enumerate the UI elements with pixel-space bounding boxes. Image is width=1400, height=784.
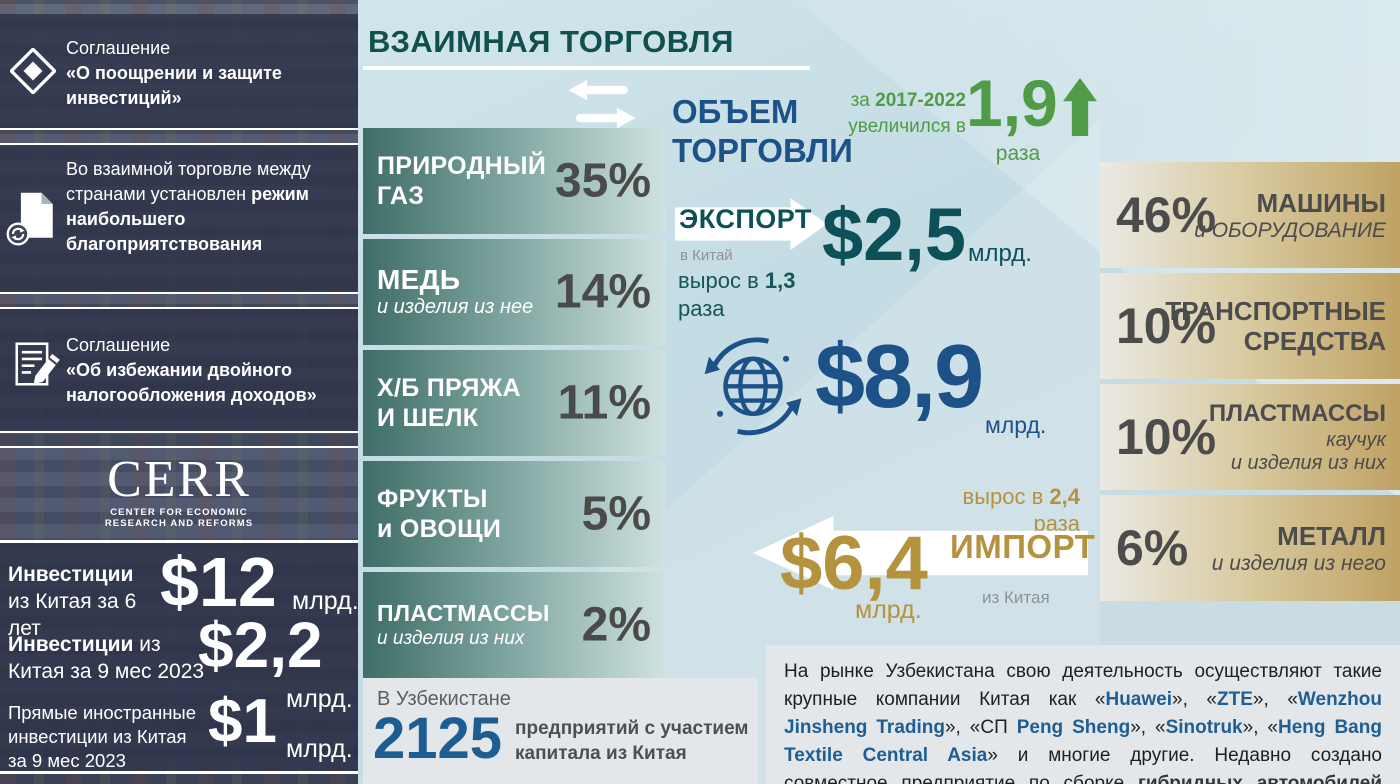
investment-label: Прямые иностранные инвестиции из Китая з… <box>8 702 196 771</box>
export-growth-unit: раза <box>678 296 725 321</box>
exchange-arrows-icon <box>566 78 638 132</box>
agreement-text: Соглашение «Об избежании двойного налого… <box>66 333 352 408</box>
enterprises-intro: В Узбекистане <box>377 688 511 710</box>
growth-up-arrow-icon <box>1063 78 1097 136</box>
volume-multiplier: 1,9 <box>966 66 1058 140</box>
percent-value: 5% <box>581 487 651 541</box>
export-good-natural-gas: ПРИРОДНЫЙ ГАЗ 35% <box>363 128 665 234</box>
percent-value: 2% <box>581 598 651 652</box>
enterprises-count: 2125 <box>373 706 503 771</box>
separator <box>0 128 358 145</box>
agreement-intro: Соглашение <box>66 38 171 58</box>
title-underline <box>363 66 810 70</box>
agreement-block-investments: Соглашение «О поощрении и защите инвести… <box>0 14 358 128</box>
agreement-block-trade-regime: Во взаимной торговле между странами уста… <box>0 145 358 292</box>
import-amount-unit: млрд. <box>855 596 922 624</box>
cerr-subtitle-line1: CENTER FOR ECONOMIC <box>110 507 248 518</box>
agreement-text: Соглашение «О поощрении и защите инвести… <box>66 36 352 111</box>
export-good-plastics: ПЛАСТМАССЫ и изделия из них 2% <box>363 572 665 678</box>
document-pencil-icon <box>10 337 64 396</box>
companies-paragraph: На рынке Узбекистана свою деятельность о… <box>784 661 1383 784</box>
import-amount: $6,4 <box>780 521 928 606</box>
percent-value: 14% <box>554 265 651 319</box>
total-volume-amount: $8,9 <box>815 327 984 427</box>
investment-value: $12 <box>160 543 277 621</box>
companies-text-panel: На рынке Узбекистана свою деятельность о… <box>766 645 1400 784</box>
import-good-transport: ТРАНСПОРТНЫЕ СРЕДСТВА 10% <box>1100 273 1400 379</box>
export-good-copper: МЕДЬ и изделия из нее 14% <box>363 239 665 345</box>
agreement-block-taxation: Соглашение «Об избежании двойного налого… <box>0 309 358 431</box>
export-good-yarn-silk: Х/Б ПРЯЖА И ШЕЛК 11% <box>363 350 665 456</box>
investment-value: $1 <box>208 687 277 756</box>
investments-block: Инвестиции из Китая за 6 лет $12 млрд. И… <box>0 543 359 771</box>
volume-growth-text: за 2017-2022 увеличился в <box>848 90 966 137</box>
agreement-intro: Соглашение <box>66 335 171 355</box>
export-title: ЭКСПОРТ <box>679 204 812 234</box>
import-good-plastics: ПЛАСТМАССЫ каучук и изделия из них 10% <box>1100 384 1400 490</box>
separator <box>0 292 358 309</box>
agreement-title: режим наибольшего благоприятствования <box>66 184 309 254</box>
volume-multiplier-unit: раза <box>995 142 1041 165</box>
export-direction: в Китай <box>680 247 733 264</box>
cerr-logo-text: CERR <box>107 451 251 508</box>
page-title: ВЗАИМНАЯ ТОРГОВЛЯ <box>368 24 734 59</box>
investment-unit: млрд. <box>286 685 353 713</box>
cerr-logo: CERR CENTER FOR ECONOMIC RESEARCH AND RE… <box>0 448 358 540</box>
percent-value: 10% <box>1116 298 1217 354</box>
import-good-metal: МЕТАЛЛ и изделия из него 6% <box>1100 495 1400 601</box>
enterprises-panel: В Узбекистане 2125 предприятий с участие… <box>363 678 758 784</box>
import-title: ИМПОРТ <box>950 528 1096 565</box>
import-direction: из Китая <box>982 588 1050 607</box>
separator-line <box>0 771 358 774</box>
agreement-title: «Об избежании двойного налогообложения д… <box>66 360 317 405</box>
trade-document-icon <box>4 189 64 254</box>
enterprises-suffix: предприятий с участием капитала из Китая <box>515 718 749 764</box>
export-growth: вырос в 1,3 <box>678 268 796 293</box>
cerr-logo-subtitle: CENTER FOR ECONOMIC RESEARCH AND REFORMS <box>0 507 358 529</box>
export-amount-unit: млрд. <box>968 240 1032 267</box>
investment-unit: млрд. <box>286 735 353 763</box>
diamond-icon <box>8 46 58 99</box>
sidebar: Соглашение «О поощрении и защите инвести… <box>0 0 359 784</box>
percent-value: 35% <box>554 154 651 208</box>
agreement-text: Во взаимной торговле между странами уста… <box>66 157 352 257</box>
export-good-fruits: ФРУКТЫ и ОВОЩИ 5% <box>363 461 665 567</box>
percent-value: 46% <box>1116 187 1217 243</box>
investment-label: Инвестиции из Китая за 6 лет <box>8 563 137 640</box>
import-growth: вырос в 2,4 раза <box>962 484 1080 536</box>
separator-line <box>0 540 358 543</box>
percent-value: 6% <box>1116 520 1189 576</box>
investment-unit: млрд. <box>292 587 359 615</box>
globe-icon <box>698 328 808 438</box>
agreement-title: «О поощрении и защите инвестиций» <box>66 63 282 108</box>
investment-label: Инвестиции из Китая за 9 мес 2023 <box>8 633 205 683</box>
investment-value: $2,2 <box>198 609 323 681</box>
percent-value: 11% <box>557 376 651 430</box>
total-volume-unit: млрд. <box>985 412 1047 438</box>
import-good-machinery: МАШИНЫ и ОБОРУДОВАНИЕ 46% <box>1100 162 1400 268</box>
trade-volume-title: ОБЪЕМ ТОРГОВЛИ <box>672 93 853 169</box>
cerr-subtitle-line2: RESEARCH AND REFORMS <box>104 518 254 529</box>
export-amount: $2,5 <box>822 193 967 276</box>
agreement-intro: Во взаимной торговле между странами уста… <box>66 159 311 204</box>
separator <box>0 431 358 448</box>
percent-value: 10% <box>1116 409 1217 465</box>
